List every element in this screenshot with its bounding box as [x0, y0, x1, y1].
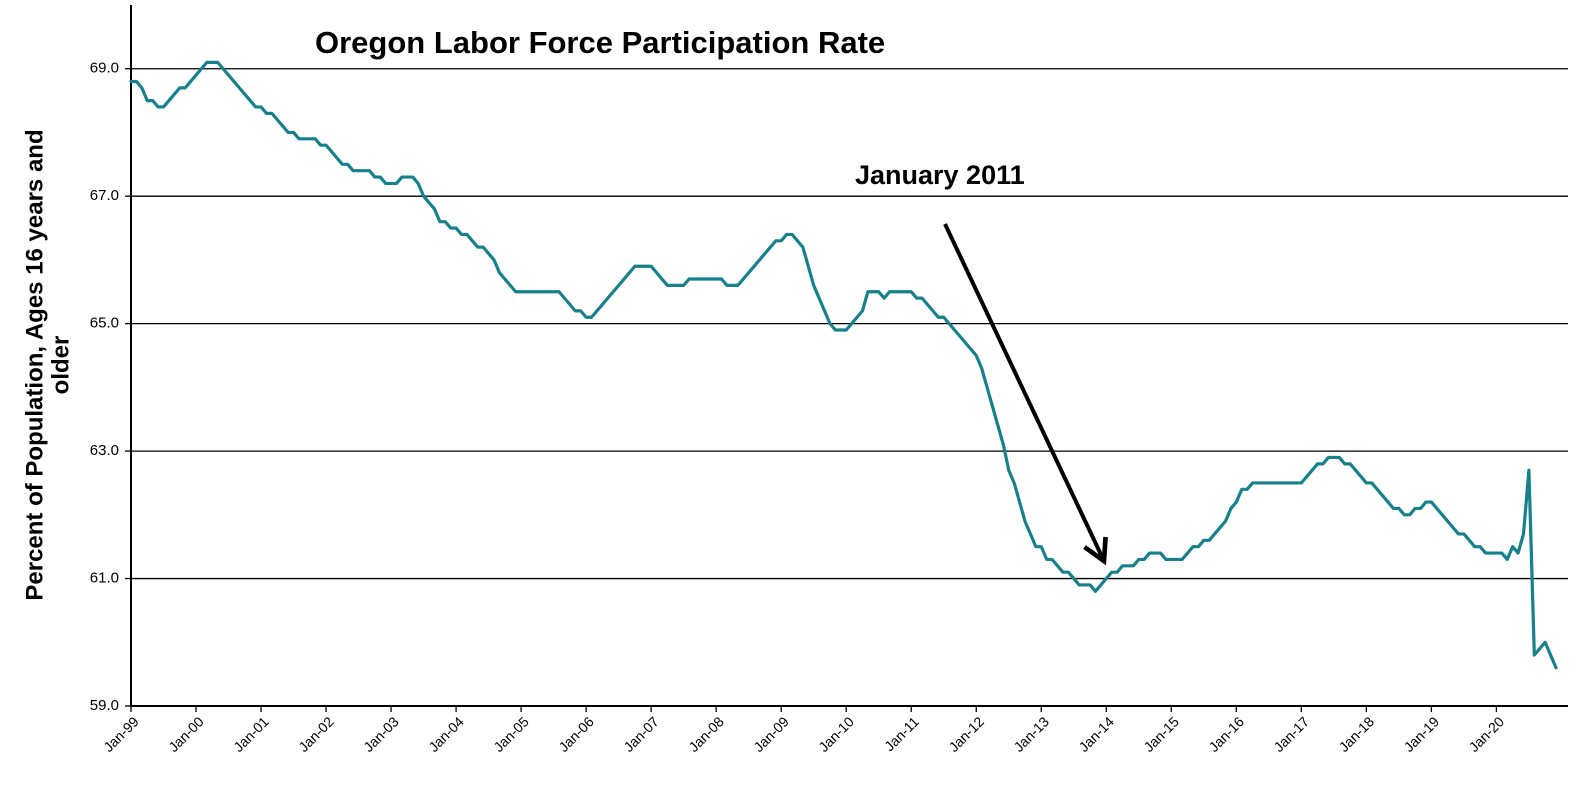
x-tick-label: Jan-99 [100, 713, 142, 755]
x-tick-label: Jan-16 [1205, 713, 1247, 755]
x-tick-label: Jan-17 [1270, 713, 1312, 755]
y-axis-title: Percent of Population, Ages 16 years and… [21, 129, 74, 600]
x-tick-label: Jan-02 [295, 713, 337, 755]
x-tick-label: Jan-14 [1075, 713, 1117, 755]
x-tick-label: Jan-15 [1140, 713, 1182, 755]
y-tick-label: 69.0 [90, 60, 119, 77]
y-tick-label: 63.0 [90, 442, 119, 459]
y-tick-label: 65.0 [90, 315, 119, 332]
chart-title: Oregon Labor Force Participation Rate [315, 25, 885, 60]
annotation: January 2011 [855, 160, 1025, 190]
y-tick-label: 67.0 [90, 187, 119, 204]
x-tick-label: Jan-18 [1336, 713, 1378, 755]
x-tick-label: Jan-08 [685, 713, 727, 755]
line-series [129, 60, 1558, 670]
y-tick-label: 59.0 [90, 697, 119, 714]
x-tick-label: Jan-00 [165, 713, 207, 755]
y-tick-label: 61.0 [90, 570, 119, 587]
grid [125, 68, 1568, 712]
x-tick-label: Jan-07 [620, 713, 662, 755]
x-tick-label: Jan-09 [750, 713, 792, 755]
y-axis-title-line: Percent of Population, Ages 16 years and [21, 129, 48, 600]
x-tick-label: Jan-10 [815, 713, 857, 755]
x-tick-label: Jan-05 [490, 713, 532, 755]
x-tick-label: Jan-04 [425, 713, 467, 755]
x-tick-label: Jan-12 [945, 713, 987, 755]
x-tick-label: Jan-03 [360, 713, 402, 755]
annotation-arrow [943, 223, 1104, 561]
y-axis-title-line: older [47, 336, 74, 395]
x-tick-label: Jan-11 [881, 713, 922, 754]
x-tick-label: Jan-13 [1010, 713, 1052, 755]
x-tick-label: Jan-19 [1401, 713, 1443, 755]
x-tick-label: Jan-01 [230, 713, 272, 755]
plot [129, 60, 1558, 670]
x-tick-label: Jan-06 [555, 713, 597, 755]
x-tick-label: Jan-20 [1466, 713, 1508, 755]
